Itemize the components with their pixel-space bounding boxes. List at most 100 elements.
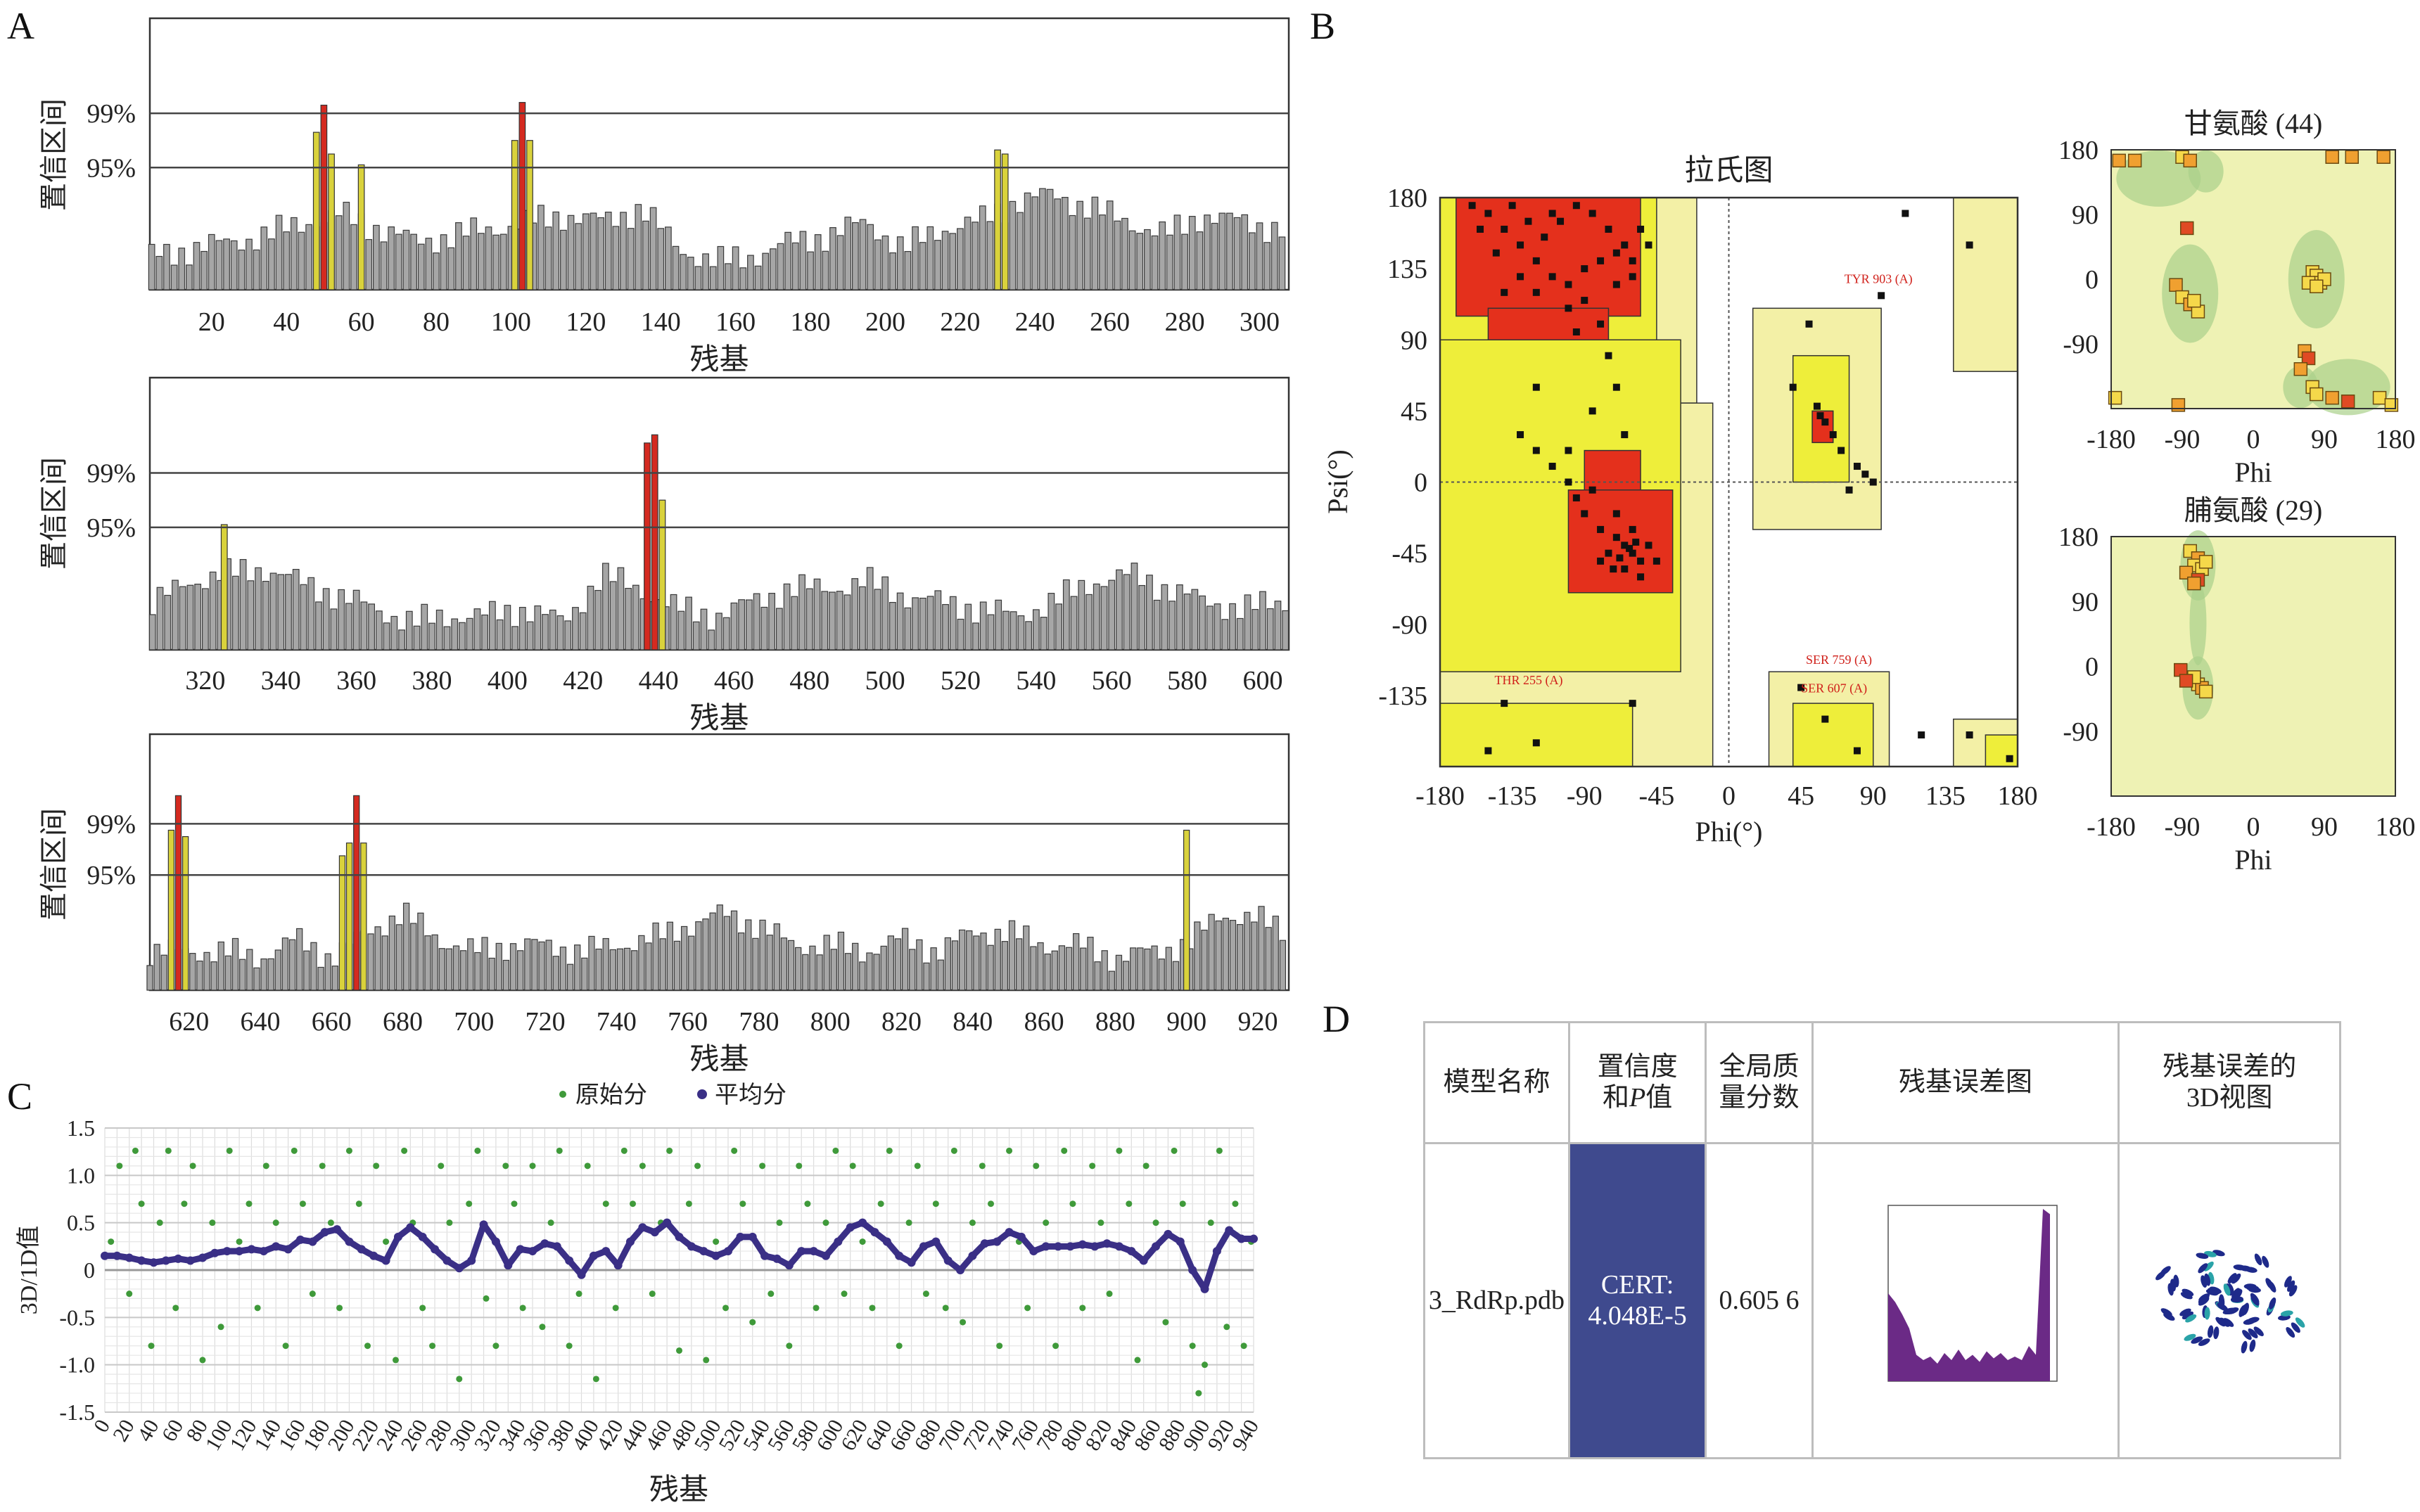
residue-bar bbox=[1161, 584, 1168, 651]
residue-point bbox=[2179, 221, 2194, 236]
residue-bar bbox=[1091, 196, 1099, 290]
residue-bar bbox=[1058, 945, 1066, 991]
residue-point bbox=[1612, 249, 1620, 257]
residue-bar bbox=[253, 249, 260, 290]
header-3d-view: 残基误差的 3D视图 bbox=[2118, 1021, 2341, 1144]
cell-global-score: 0.605 6 bbox=[1705, 1142, 1814, 1459]
helix-segment bbox=[2281, 1310, 2293, 1316]
x-tick-label: 100 bbox=[491, 307, 531, 337]
raw-score-point bbox=[694, 1162, 701, 1170]
average-score-point bbox=[846, 1223, 855, 1232]
helix-segment bbox=[2204, 1307, 2210, 1320]
average-score-point bbox=[1212, 1247, 1221, 1256]
residue-bar bbox=[1008, 920, 1016, 991]
residue-point bbox=[1605, 352, 1612, 359]
x-axis-label: 残基 bbox=[689, 344, 749, 376]
average-score-point bbox=[552, 1242, 561, 1251]
raw-score-point bbox=[896, 1343, 903, 1350]
residue-bar bbox=[987, 614, 995, 651]
gridline-label: 99% bbox=[87, 459, 136, 488]
raw-score-point bbox=[1142, 1162, 1150, 1170]
helix-segment bbox=[2184, 1333, 2196, 1341]
residue-point bbox=[1492, 249, 1500, 257]
cert-label: CERT: bbox=[1600, 1269, 1674, 1300]
plot-frame bbox=[2110, 149, 2396, 409]
raw-score-point bbox=[1216, 1147, 1223, 1154]
average-score-point bbox=[491, 1237, 500, 1246]
panel-label-d: D bbox=[1323, 998, 1350, 1040]
favored-region bbox=[1487, 307, 1610, 340]
residue-bar bbox=[916, 939, 923, 991]
residue-bar bbox=[867, 224, 874, 290]
legend-raw-marker bbox=[559, 1091, 566, 1098]
residue-bar bbox=[534, 605, 542, 651]
raw-score-point bbox=[138, 1200, 145, 1207]
residue-bar bbox=[552, 211, 560, 290]
residue-point bbox=[1517, 241, 1524, 249]
residue-point bbox=[1565, 478, 1572, 486]
raw-score-point bbox=[877, 1200, 884, 1207]
residue-point bbox=[1861, 470, 1869, 478]
average-score-point bbox=[711, 1251, 720, 1260]
raw-score-point bbox=[272, 1219, 279, 1226]
residue-bar bbox=[405, 610, 413, 651]
residue-point bbox=[1548, 210, 1556, 217]
raw-score-point bbox=[786, 1343, 793, 1350]
protein-3d-view-image bbox=[2155, 1250, 2305, 1354]
residue-bar bbox=[388, 915, 396, 991]
header-confidence-value: 值 bbox=[1645, 1082, 1673, 1113]
residue-point bbox=[1597, 557, 1605, 565]
residue-point bbox=[1816, 412, 1824, 420]
residue-bar bbox=[595, 948, 602, 991]
residue-bar bbox=[1172, 961, 1180, 991]
raw-score-point bbox=[419, 1305, 426, 1312]
raw-score-point bbox=[483, 1295, 490, 1302]
residue-bar bbox=[452, 945, 460, 991]
residue-bar bbox=[1100, 586, 1108, 651]
residue-bar bbox=[1108, 579, 1116, 651]
residue-bar bbox=[635, 204, 642, 290]
residue-bar bbox=[545, 940, 552, 991]
residue-bar bbox=[189, 953, 196, 991]
residue-bar bbox=[1030, 946, 1037, 991]
highlight-bar bbox=[1001, 153, 1009, 290]
raw-score-point bbox=[474, 1147, 481, 1154]
x-tick-label: 180 bbox=[791, 307, 831, 337]
average-score-point bbox=[381, 1256, 390, 1265]
x-tick-label: 420 bbox=[563, 666, 603, 696]
average-score-point bbox=[882, 1237, 891, 1246]
residue-bar bbox=[625, 587, 632, 651]
raw-score-point bbox=[148, 1343, 155, 1350]
average-score-point bbox=[589, 1251, 598, 1260]
residue-bar bbox=[889, 601, 896, 651]
table-header-row: 模型名称 置信度 和P值 全局质 量分数 残基误差图 残基误差的 3D视图 bbox=[1423, 1021, 2341, 1144]
average-score-point bbox=[956, 1266, 965, 1274]
residue-bar bbox=[511, 626, 518, 651]
residue-bar bbox=[649, 207, 657, 290]
raw-score-point bbox=[355, 1200, 362, 1207]
x-tick-label: 200 bbox=[865, 307, 905, 337]
residue-bar bbox=[1272, 916, 1279, 991]
residue-point bbox=[1588, 486, 1596, 494]
average-score-point bbox=[406, 1223, 415, 1232]
residue-bar bbox=[609, 949, 616, 991]
residue-bar bbox=[485, 226, 492, 290]
residue-bar bbox=[620, 212, 627, 290]
x-tick-label: 180 bbox=[2376, 812, 2416, 842]
highlight-bar bbox=[357, 164, 365, 290]
residue-bar bbox=[413, 625, 421, 651]
residue-bar bbox=[164, 594, 172, 651]
residue-bar bbox=[350, 224, 357, 290]
x-tick-label: 780 bbox=[739, 1007, 779, 1037]
residue-bar bbox=[816, 954, 823, 991]
raw-score-point bbox=[438, 1162, 445, 1170]
residue-point bbox=[1581, 265, 1588, 273]
residue-bar bbox=[518, 607, 526, 651]
residue-point bbox=[1532, 447, 1540, 454]
x-tick-label: 860 bbox=[1024, 1007, 1064, 1037]
raw-score-point bbox=[199, 1357, 206, 1364]
residue-bar bbox=[1009, 200, 1017, 290]
raw-score-point bbox=[189, 1162, 196, 1170]
highlight-bar bbox=[658, 499, 666, 651]
raw-score-point bbox=[236, 1238, 243, 1245]
